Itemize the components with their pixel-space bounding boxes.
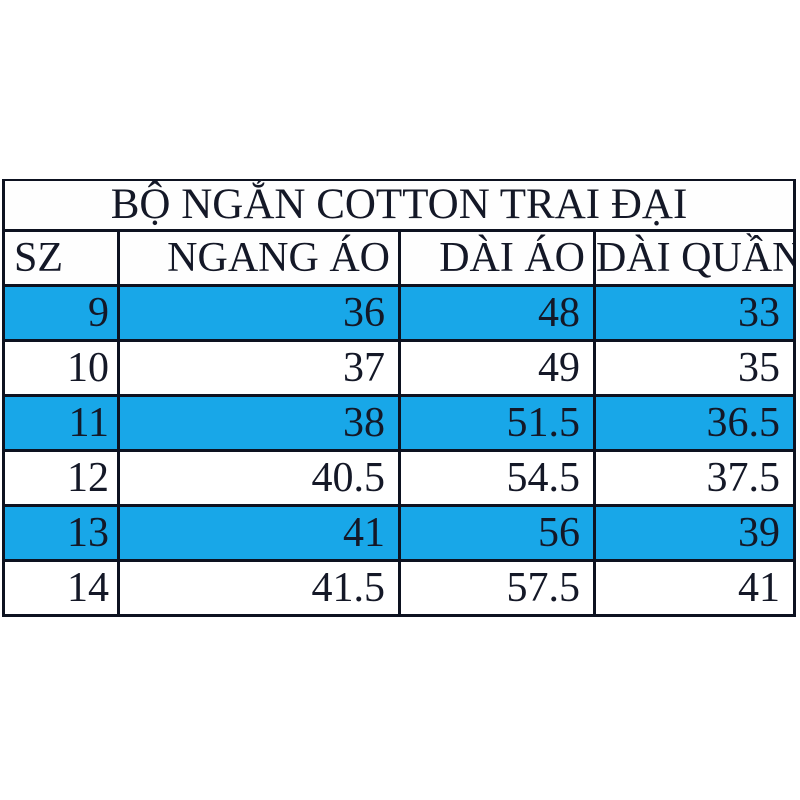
table-row: 11 38 51.5 36.5 <box>2 393 797 452</box>
measurement-cell: 37.5 <box>592 448 797 507</box>
size-chart-table: BỘ NGẮN COTTON TRAI ĐẠI SZ NGANG ÁO DÀI … <box>1 179 797 617</box>
measurement-cell: 54.5 <box>398 448 596 507</box>
measurement-cell: 41.5 <box>117 558 401 617</box>
size-cell: 13 <box>2 503 120 562</box>
measurement-cell: 41 <box>117 503 401 562</box>
column-header-size: SZ <box>2 228 120 287</box>
table-header-row: SZ NGANG ÁO DÀI ÁO DÀI QUẦN <box>2 228 797 287</box>
measurement-cell: 48 <box>398 283 596 342</box>
table-title-row: BỘ NGẮN COTTON TRAI ĐẠI <box>1 179 797 232</box>
measurement-cell: 49 <box>398 338 596 397</box>
size-cell: 10 <box>2 338 120 397</box>
measurement-cell: 57.5 <box>398 558 596 617</box>
table-row: 9 36 48 33 <box>2 283 797 342</box>
measurement-cell: 51.5 <box>398 393 596 452</box>
measurement-cell: 37 <box>117 338 401 397</box>
measurement-cell: 40.5 <box>117 448 401 507</box>
column-header-shirt-width: NGANG ÁO <box>117 228 401 287</box>
size-cell: 14 <box>2 558 120 617</box>
table-row: 14 41.5 57.5 41 <box>2 558 797 617</box>
column-header-shirt-length: DÀI ÁO <box>398 228 596 287</box>
size-chart: BỘ NGẮN COTTON TRAI ĐẠI SZ NGANG ÁO DÀI … <box>1 179 797 617</box>
measurement-cell: 35 <box>592 338 797 397</box>
size-cell: 9 <box>2 283 120 342</box>
measurement-cell: 39 <box>592 503 797 562</box>
measurement-cell: 38 <box>117 393 401 452</box>
table-title: BỘ NGẮN COTTON TRAI ĐẠI <box>1 179 797 232</box>
size-cell: 12 <box>2 448 120 507</box>
table-row: 13 41 56 39 <box>2 503 797 562</box>
measurement-cell: 36 <box>117 283 401 342</box>
column-header-pants-length: DÀI QUẦN <box>592 228 797 287</box>
table-row: 10 37 49 35 <box>2 338 797 397</box>
size-cell: 11 <box>2 393 120 452</box>
measurement-cell: 36.5 <box>592 393 797 452</box>
measurement-cell: 56 <box>398 503 596 562</box>
table-row: 12 40.5 54.5 37.5 <box>2 448 797 507</box>
measurement-cell: 33 <box>592 283 797 342</box>
measurement-cell: 41 <box>592 558 797 617</box>
